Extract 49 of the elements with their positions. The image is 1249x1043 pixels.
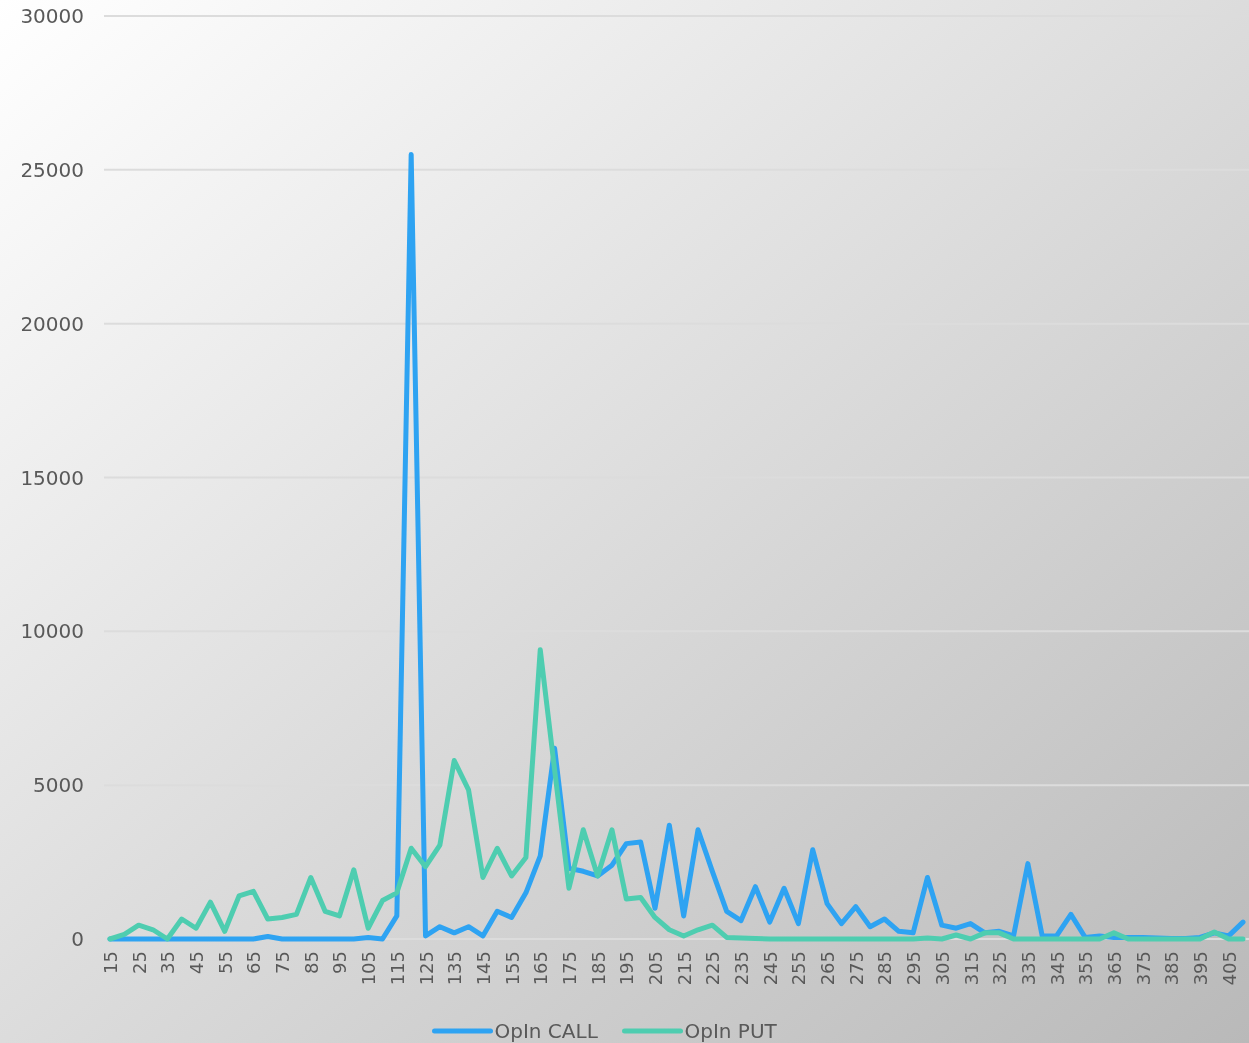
x-tick-label: 335 — [1017, 951, 1039, 986]
x-tick-label: 105 — [358, 951, 380, 986]
x-tick-label: 65 — [243, 951, 265, 974]
x-tick-label: 345 — [1046, 951, 1068, 986]
x-tick-label: 145 — [472, 951, 494, 986]
x-tick-label: 135 — [444, 951, 466, 986]
y-tick-label: 0 — [71, 927, 84, 951]
y-tick-label: 25000 — [20, 157, 84, 182]
y-tick-label: 30000 — [20, 4, 84, 28]
legend-label: OpIn CALL — [494, 1019, 599, 1043]
x-tick-label: 115 — [386, 951, 408, 986]
x-tick-label: 165 — [530, 951, 552, 986]
x-tick-label: 375 — [1132, 951, 1154, 986]
x-tick-label: 305 — [931, 951, 953, 986]
x-tick-label: 275 — [845, 951, 867, 986]
x-tick-label: 75 — [272, 951, 294, 974]
x-tick-label: 95 — [329, 951, 351, 974]
x-tick-label: 155 — [501, 951, 523, 986]
legend-label: OpIn PUT — [684, 1019, 778, 1043]
x-tick-label: 195 — [616, 951, 638, 986]
x-tick-label: 85 — [300, 951, 322, 974]
x-tick-label: 245 — [759, 951, 781, 986]
x-tick-label: 205 — [644, 951, 666, 986]
x-tick-label: 315 — [960, 951, 982, 986]
x-tick-label: 125 — [415, 951, 437, 986]
x-tick-label: 45 — [186, 951, 208, 974]
x-tick-label: 235 — [731, 951, 753, 986]
x-tick-label: 405 — [1218, 951, 1240, 986]
x-tick-label: 285 — [874, 951, 896, 986]
x-tick-label: 25 — [128, 951, 150, 974]
x-tick-label: 385 — [1161, 951, 1183, 986]
x-tick-label: 295 — [903, 951, 925, 986]
x-tick-label: 185 — [587, 951, 609, 986]
x-tick-label: 355 — [1075, 951, 1097, 986]
x-tick-label: 265 — [817, 951, 839, 986]
x-tick-label: 225 — [702, 951, 724, 986]
x-tick-label: 215 — [673, 951, 695, 986]
x-tick-label: 35 — [157, 951, 179, 974]
x-tick-label: 175 — [558, 951, 580, 986]
y-tick-label: 15000 — [20, 465, 84, 490]
y-tick-label: 5000 — [33, 773, 84, 798]
x-tick-label: 15 — [100, 951, 121, 974]
y-tick-label: 10000 — [20, 619, 84, 644]
x-tick-label: 55 — [214, 951, 236, 974]
x-tick-label: 365 — [1103, 951, 1125, 986]
x-tick-label: 395 — [1189, 951, 1211, 986]
x-tick-label: 255 — [788, 951, 810, 986]
y-tick-label: 20000 — [20, 311, 84, 336]
x-tick-label: 325 — [989, 951, 1011, 986]
